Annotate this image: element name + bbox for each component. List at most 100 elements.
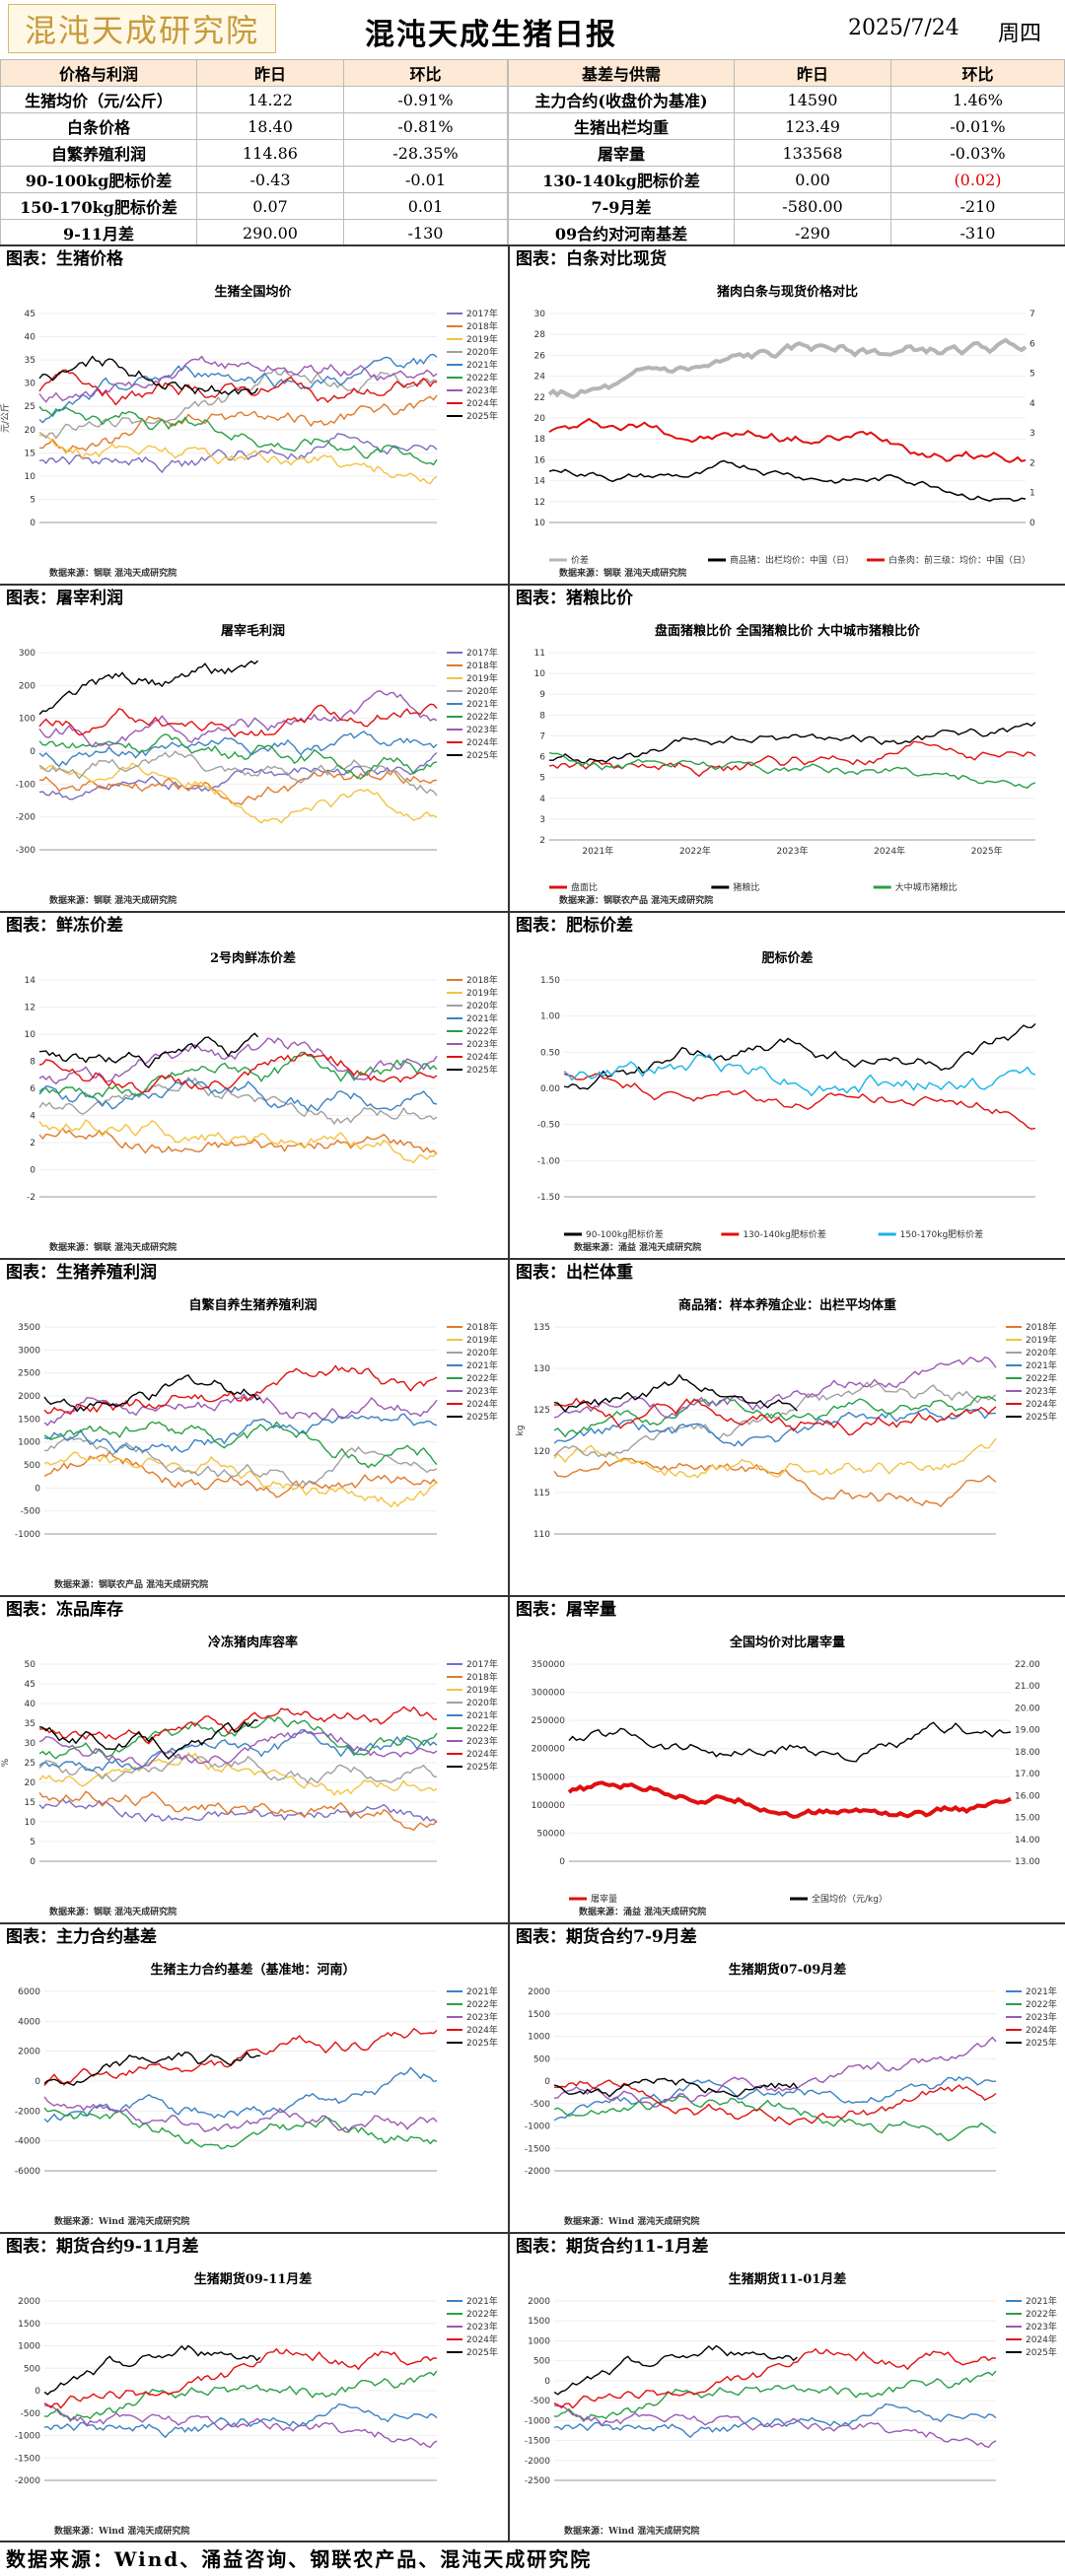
series-line	[43, 2066, 438, 2123]
divider	[0, 584, 1065, 586]
y-tick-label: -1.00	[537, 1156, 561, 1166]
legend-label: 2018年	[466, 660, 498, 671]
series-line	[553, 2402, 997, 2439]
series-line	[38, 731, 438, 768]
y-tick-label: 0	[30, 1857, 36, 1867]
y2-tick-label: 1	[1030, 489, 1035, 499]
chart-title: 全国均价对比屠宰量	[729, 1635, 845, 1650]
y2-tick-label: 19.00	[1015, 1726, 1040, 1736]
y-tick-label: 50	[25, 1660, 36, 1670]
y-tick-label: -300	[16, 846, 36, 856]
x-tick-label: 2021年	[582, 845, 613, 857]
y-tick-label: 0	[35, 2387, 40, 2397]
y-tick-label: 40	[25, 333, 36, 343]
y-tick-label: 300000	[532, 1689, 566, 1699]
legend-label: 白条肉：前三级：均价：中国（日）	[888, 554, 1030, 566]
series-line	[43, 1364, 438, 1416]
column-divider	[508, 244, 510, 2541]
legend-label: 屠宰量	[591, 1893, 617, 1905]
legend-label: 2023年	[466, 1038, 498, 1050]
y-tick-label: 45	[25, 1680, 36, 1690]
chart-fat-standard-spread: 肥标价差 1.50 1.00 0.50 0.00 -0.50 -1.00 -1.50 90-10…	[510, 940, 1065, 1256]
y-tick-label: 28	[534, 330, 546, 340]
y-tick-label: 100	[19, 715, 36, 725]
chart-source: 数据来源：钢联 混沌天成研究院	[49, 1906, 177, 1917]
section-title-spread79: 图表：期货合约7-9月差	[510, 1924, 1065, 1950]
series-line	[553, 1373, 798, 1413]
footer-source: 数据来源：Wind、涌益咨询、钢联农产品、混沌天成研究院	[0, 2541, 1065, 2576]
y2-tick-label: 22.00	[1015, 1660, 1040, 1670]
y-tick-label: -2000	[15, 2476, 40, 2486]
y-tick-label: 5	[30, 1838, 36, 1847]
legend-label: 2025年	[466, 1411, 498, 1423]
legend-label: 2021年	[466, 1359, 498, 1371]
legend-label: 2020年	[466, 1697, 498, 1708]
y-tick-label: 8	[539, 711, 545, 721]
y-tick-label: 5	[539, 774, 545, 784]
row-label: 90-100kg肥标价差	[0, 166, 197, 193]
chart-title: 商品猪：样本养殖企业：出栏平均体重	[678, 1297, 896, 1313]
y-tick-label: 2000	[528, 1987, 550, 1997]
series-line	[553, 2077, 798, 2098]
table-row: 自繁养殖利润 114.86 -28.35%	[0, 139, 508, 167]
y2-tick-label: 4	[1030, 399, 1035, 409]
y-tick-label: 10	[25, 1030, 36, 1040]
y-tick-label: 10	[25, 472, 36, 482]
y-tick-label: -4000	[15, 2137, 40, 2147]
legend-label: 2023年	[466, 2321, 498, 2332]
chart-title: 2号肉鲜冻价差	[210, 950, 296, 966]
table-row: 9-11月差 290.00 -130	[0, 219, 508, 246]
y2-tick-label: 5	[1030, 370, 1035, 380]
y-tick-label: 9	[539, 690, 545, 700]
company-logo: 混沌天成研究院	[8, 4, 276, 53]
legend-label: 2023年	[466, 724, 498, 735]
legend-label: 2024年	[466, 1051, 498, 1063]
table-row: 主力合约(收盘价为基准) 14590 1.46%	[508, 86, 1065, 113]
y-tick-label: 30	[25, 380, 36, 389]
series-line	[563, 1022, 1036, 1090]
price-profit-table: 价格与利润 昨日 环比 生猪均价（元/公斤） 14.22 -0.91% 白条价格 18…	[0, 59, 508, 246]
row-value: 290.00	[196, 219, 344, 246]
table-row: 150-170kg肥标价差 0.07 0.01	[0, 192, 508, 220]
y-tick-label: -1500	[525, 2437, 550, 2447]
y-tick-label: -200	[16, 813, 36, 823]
series-line	[43, 2344, 261, 2396]
legend-label: 2023年	[466, 1385, 498, 1397]
table-header-row: 基差与供需 昨日 环比	[508, 59, 1065, 87]
y-axis-label: kg	[516, 1426, 526, 1436]
section-title-weight: 图表：出栏体重	[510, 1260, 1065, 1286]
series-line	[38, 1719, 258, 1760]
y-tick-label: 0	[544, 2077, 550, 2087]
legend-label: 价差	[571, 554, 589, 566]
chart-title: 生猪期货11-01月差	[729, 2271, 847, 2287]
legend-label: 盘面比	[571, 881, 598, 893]
legend-label: 2022年	[466, 711, 498, 723]
y-tick-label: 135	[533, 1323, 550, 1333]
row-value: -290	[734, 219, 891, 246]
row-change: -0.01%	[890, 112, 1065, 140]
y-tick-label: 0	[30, 747, 36, 757]
series-line	[553, 2095, 997, 2142]
row-change: 0.01	[343, 192, 508, 220]
y-tick-label: 0	[35, 1484, 40, 1494]
chart-source: 数据来源：钢联农产品 混沌天成研究院	[54, 1578, 208, 1590]
y-tick-label: 120	[533, 1447, 550, 1457]
y-tick-label: -2000	[525, 2457, 550, 2467]
series-line	[43, 1450, 438, 1498]
y2-tick-label: 16.00	[1015, 1791, 1040, 1801]
row-change: -210	[890, 192, 1065, 220]
section-title-spread111: 图表：期货合约11-1月差	[510, 2234, 1065, 2260]
table-row: 白条价格 18.40 -0.81%	[0, 112, 508, 140]
legend-label: 2022年	[1026, 1372, 1057, 1384]
legend-label: 2024年	[1026, 2333, 1057, 2345]
chart-title: 屠宰毛利润	[221, 623, 285, 639]
chart-svg: 全国均价对比屠宰量 350000 300000 250000 200000 150000 1…	[532, 1635, 1040, 1917]
series-line	[38, 433, 438, 474]
legend-label: 2020年	[466, 1000, 498, 1011]
series-line	[38, 1119, 438, 1164]
chart-title: 生猪全国均价	[214, 284, 292, 300]
legend-label: 2020年	[466, 346, 498, 358]
series-line	[38, 368, 438, 440]
y-tick-label: 35	[25, 356, 36, 366]
row-label: 白条价格	[0, 112, 197, 140]
